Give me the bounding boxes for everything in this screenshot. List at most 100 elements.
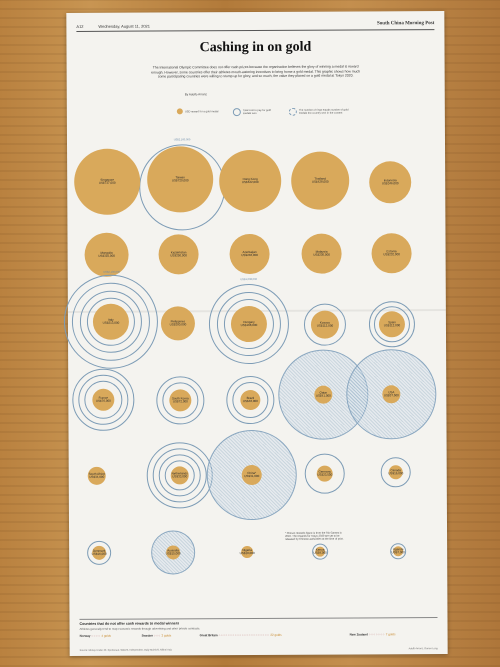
bubble-uganda: Uganda US$7,000 xyxy=(391,546,405,557)
bubble-kazakhstan: Kazakhstan US$250,000 xyxy=(158,234,199,275)
country-amount: US$16,000 xyxy=(91,551,107,556)
country-amount: US$168,000 xyxy=(240,322,258,328)
bubble-azerbaijan: Azerbaijan US$248,000 xyxy=(229,233,270,275)
country-amount: US$248,000 xyxy=(241,252,258,258)
country-amount: US$112,000 xyxy=(383,323,401,328)
bubble-hungary: Hungary US$168,000 xyxy=(230,305,268,343)
gold-count: 4 golds xyxy=(101,633,112,638)
gold-swatch-icon xyxy=(176,108,183,115)
footer-item-great-britain: Great Britain ○○○○○○○○○○○○○○○○○○○○○○ 22 … xyxy=(200,633,282,637)
no-reward-footer: Countries that do not offer cash rewards… xyxy=(79,617,438,640)
country-amount: US$33,000 xyxy=(172,474,188,479)
medal-dots: ○○○○○○○ xyxy=(368,632,385,637)
country-amount: US$428,000 xyxy=(311,179,329,184)
legend: USD reward for a gold medal Total cost t… xyxy=(176,107,357,122)
country-amount: US$236,000 xyxy=(313,252,330,257)
china-footnote: * China's rewards figure is from the Rio… xyxy=(285,531,344,542)
bubble-brazil: Brazil US$48,000 xyxy=(240,389,261,411)
bubble-nigeria: Nigeria US$10,000 xyxy=(239,546,255,559)
bubble-taiwan: Taiwan US$720,000 xyxy=(147,146,214,213)
country-amount: US$10,000 xyxy=(239,551,255,556)
bubble-china: China* US$31,000 xyxy=(241,464,262,486)
italy-total-label: US$2,130,000 xyxy=(103,270,120,274)
bubble-hong-kong: Hong Kong US$642,000 xyxy=(219,149,282,213)
graphic-credit: Adolfo Arranz, Darren Long xyxy=(408,647,438,651)
page-number: A12 xyxy=(76,23,84,29)
headline: Cashing in on gold xyxy=(199,39,312,56)
gold-count: 22 golds xyxy=(270,632,282,637)
bubble-canada: Canada US$16,000 xyxy=(388,465,404,480)
issue-date: Wednesday, August 11, 2021 xyxy=(98,23,150,29)
gold-count: 3 golds xyxy=(161,633,172,638)
country-amount: US$9,000 xyxy=(313,550,327,555)
country-amount: US$15,000 xyxy=(165,551,181,556)
hungary-total-label: US$1,008,000 xyxy=(240,277,258,282)
footer-country: Great Britain xyxy=(199,633,218,638)
legend-dots-label: The number of rings equals number of gol… xyxy=(298,108,349,115)
medal-dots: ○○○○ xyxy=(91,633,101,638)
country-amount: US$720,000 xyxy=(171,178,189,183)
bubble-denmark: Denmark US$16,000 xyxy=(91,545,107,560)
country-amount: US$346,000 xyxy=(381,181,399,186)
byline: By Adolfo Arranz xyxy=(184,92,207,97)
newspaper-page: A12 Wednesday, August 11, 2021 South Chi… xyxy=(63,11,448,656)
legend-gold-item: USD reward for a gold medal xyxy=(176,108,227,115)
footer-items: Norway ○○○○ 4 golds Sweden ○○○ 3 golds G… xyxy=(80,632,438,640)
bubble-thailand: Thailand US$428,000 xyxy=(291,151,350,210)
country-amount: US$737,000 xyxy=(98,180,116,185)
footer-subtitle: Athletes generally tend to reap economic… xyxy=(79,626,201,631)
country-amount: US$23,500 xyxy=(317,472,333,477)
footer-country: New Zealand xyxy=(349,632,368,637)
bubble-netherlands: Netherlands US$33,000 xyxy=(170,466,189,485)
rings-swatch-icon xyxy=(288,107,297,116)
country-amount: US$41,000 xyxy=(315,393,331,398)
bubble-spain: Spain US$112,000 xyxy=(378,311,406,338)
country-amount: US$642,000 xyxy=(241,179,259,185)
bubble-italy: Italy US$213,000 xyxy=(92,303,130,340)
taiwan-total-label: US$2,160,000 xyxy=(173,138,191,142)
country-amount: US$72,000 xyxy=(172,399,188,404)
medal-dots: ○○○ xyxy=(153,633,161,638)
bubble-south-africa: South Africa US$34,000 xyxy=(87,466,106,485)
country-amount: US$310,000 xyxy=(98,253,115,258)
masthead: A12 Wednesday, August 11, 2021 South Chi… xyxy=(76,20,435,32)
country-amount: US$200,000 xyxy=(169,322,187,327)
legend-dots-item: The number of rings equals number of gol… xyxy=(288,107,357,116)
bubble-france: France US$76,000 xyxy=(92,388,115,411)
country-amount: US$232,000 xyxy=(383,252,400,257)
bubble-estonia: Estonia US$232,000 xyxy=(371,233,412,274)
gold-count: 7 golds xyxy=(385,632,396,637)
bubble-germany: Germany US$23,500 xyxy=(316,465,333,482)
bubble-south-korea: South Korea US$72,000 xyxy=(169,389,192,412)
footer-item-sweden: Sweden ○○○ 3 golds xyxy=(142,633,172,637)
footer-item-norway: Norway ○○○○ 4 golds xyxy=(80,634,111,638)
source-note: Source: Money Under 30, Sportsnaut, Wiki… xyxy=(79,648,172,652)
bubble-usa: USA US$37,500 xyxy=(382,385,401,404)
country-amount: US$76,000 xyxy=(95,398,111,403)
footer-item-new-zealand: New Zealand ○○○○○○○ 7 golds xyxy=(350,632,396,636)
ring-swatch-icon xyxy=(232,108,241,117)
country-amount: US$250,000 xyxy=(170,253,187,258)
medal-dots: ○○○○○○○○○○○○○○○○○○○○○○ xyxy=(218,632,270,638)
country-amount: US$112,000 xyxy=(316,323,334,328)
bubble-qatar: Qatar US$41,000 xyxy=(314,385,333,404)
bubble-kenya: Kenya US$9,000 xyxy=(313,546,327,557)
legend-gold-label: USD reward for a gold medal xyxy=(184,109,219,113)
bubble-philippines: Philippines US$200,000 xyxy=(160,306,196,341)
footer-country: Norway xyxy=(79,633,91,638)
country-amount: US$213,000 xyxy=(102,320,120,325)
bubble-indonesia: Indonesia US$346,000 xyxy=(369,161,412,204)
footer-country: Sweden xyxy=(141,633,153,638)
bubble-kosovo: Kosovo US$112,000 xyxy=(310,310,340,339)
legend-ring-label: Total cost to pay for gold medals won xyxy=(242,108,271,116)
country-amount: US$16,000 xyxy=(388,471,404,476)
bubble-singapore: Singapore US$737,000 xyxy=(74,148,141,215)
bubble-australia: Australia US$15,000 xyxy=(165,545,181,560)
legend-ring-item: Total cost to pay for gold medals won xyxy=(232,108,283,117)
country-amount: US$31,000 xyxy=(244,473,260,479)
country-amount: US$48,000 xyxy=(242,398,258,404)
country-amount: US$34,000 xyxy=(89,474,105,479)
publication-name: South China Morning Post xyxy=(376,21,435,27)
country-amount: US$37,500 xyxy=(383,393,399,398)
standfirst: The International Olympic Committee does… xyxy=(151,64,361,79)
